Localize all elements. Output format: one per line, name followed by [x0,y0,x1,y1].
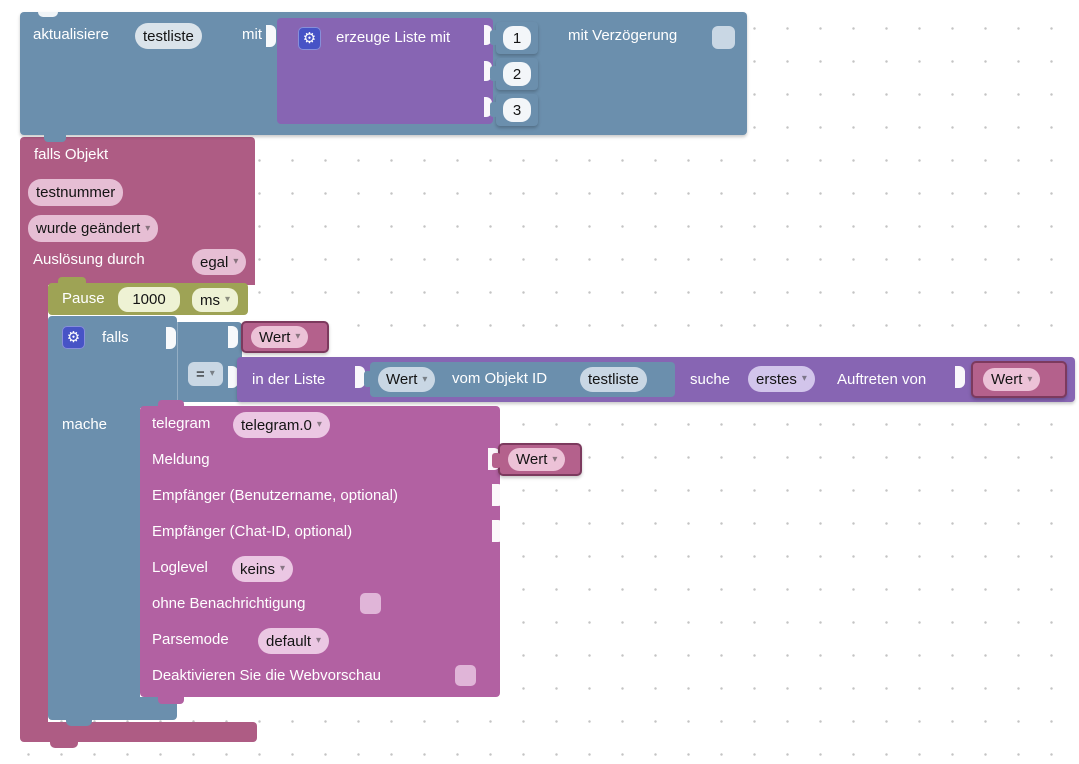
number-field[interactable]: 3 [503,98,531,122]
if-block-spine [48,408,140,697]
wert-dropdown[interactable]: Wert ▾ [508,448,566,471]
silent-label: ohne Benachrichtigung [152,595,306,612]
update-next-tab [44,135,66,142]
list-socket [355,366,365,388]
search-label: suche [690,371,731,388]
recipient-user-socket [492,484,504,506]
number-field[interactable]: 1 [503,26,531,50]
get-value-block[interactable]: Wert ▾ vom Objekt ID testliste [364,362,675,397]
create-list-label: erzeuge Liste mit [336,29,451,46]
update-oid-field[interactable]: testliste [135,23,202,49]
silent-checkbox[interactable] [360,593,381,614]
recipient-chatid-label: Empfänger (Chat-ID, optional) [152,523,353,540]
number-block[interactable]: 1 [490,22,538,54]
compare-a-socket [228,326,238,348]
value-wert-block[interactable]: Wert ▾ [241,321,329,353]
delay-checkbox[interactable] [712,26,735,49]
trigger-block-spine [20,285,48,722]
telegram-name-label: telegram [152,415,211,432]
list-item-socket [484,61,492,81]
occurrence-label: Auftreten von [837,371,927,388]
update-label: aktualisiere [33,26,109,43]
trigger-event-dropdown[interactable]: wurde geändert ▾ [28,215,159,242]
chevron-down-icon: ▾ [552,453,558,465]
do-label: mache [62,416,108,433]
trigger-label: falls Objekt [34,146,109,163]
chevron-down-icon: ▾ [225,294,231,305]
find-value-socket [955,366,965,388]
pause-prev-tab [58,277,86,285]
value-wert-block[interactable]: Wert ▾ [971,361,1067,398]
number-block[interactable]: 2 [490,58,538,90]
trigger-oid-field[interactable]: testnummer [28,179,124,206]
telegram-prev-tab [158,400,184,408]
chevron-down-icon: ▾ [209,368,215,379]
gear-icon[interactable]: ⚙ [298,27,321,50]
in-list-label: in der Liste [252,371,326,388]
value-socket [266,25,276,47]
number-block[interactable]: 3 [490,94,538,126]
getter-oid-field[interactable]: testliste [580,367,647,392]
from-object-label: vom Objekt ID [452,370,548,387]
trigger-next-tab [50,740,78,748]
parsemode-dropdown[interactable]: default ▾ [258,628,330,654]
previous-connection-notch [38,12,58,17]
webpreview-checkbox[interactable] [455,665,476,686]
value-wert-block[interactable]: Wert ▾ [492,443,582,476]
condition-socket [166,327,176,349]
gear-icon[interactable]: ⚙ [62,326,85,349]
pause-label: Pause [62,290,105,307]
compare-operator-dropdown[interactable]: = ▾ [188,362,223,386]
delay-label: mit Verzögerung [568,27,678,44]
getter-attr-dropdown[interactable]: Wert ▾ [378,367,436,392]
chevron-down-icon: ▾ [801,373,807,384]
wert-dropdown[interactable]: Wert ▾ [983,368,1041,391]
if-label: falls [102,329,129,346]
loglevel-label: Loglevel [152,559,208,576]
compare-b-socket [228,366,238,388]
telegram-instance-dropdown[interactable]: telegram.0 ▾ [233,412,330,438]
chevron-down-icon: ▾ [316,635,322,646]
message-label: Meldung [152,451,210,468]
find-mode-dropdown[interactable]: erstes ▾ [748,366,815,392]
chevron-down-icon: ▾ [280,563,286,574]
trigger-condition-dropdown[interactable]: egal ▾ [192,249,247,275]
parsemode-label: Parsemode [152,631,229,648]
create-list-block[interactable]: ⚙ erzeuge Liste mit [277,18,493,124]
if-block-footer [48,697,177,720]
pause-unit-dropdown[interactable]: ms ▾ [192,288,239,312]
update-with-label: mit [242,26,262,43]
list-item-socket [484,97,492,117]
chevron-down-icon: ▾ [295,331,301,342]
recipient-user-label: Empfänger (Benutzername, optional) [152,487,398,504]
loglevel-dropdown[interactable]: keins ▾ [232,556,294,582]
recipient-chatid-socket [492,520,504,542]
chevron-down-icon: ▾ [233,256,239,267]
chevron-down-icon: ▾ [1027,373,1033,385]
telegram-next-tab [158,697,184,704]
number-field[interactable]: 2 [503,62,531,86]
trigger-by-label: Auslösung durch [33,251,145,268]
trigger-block-footer [20,722,257,742]
chevron-down-icon: ▾ [145,222,151,234]
pause-duration-field[interactable]: 1000 [118,287,180,312]
chevron-down-icon: ▾ [316,419,322,430]
chevron-down-icon: ▾ [422,373,428,385]
list-item-socket [484,25,492,45]
if-next-tab [66,718,92,726]
wert-dropdown[interactable]: Wert ▾ [251,326,309,348]
webpreview-label: Deaktivieren Sie die Webvorschau [152,667,382,684]
